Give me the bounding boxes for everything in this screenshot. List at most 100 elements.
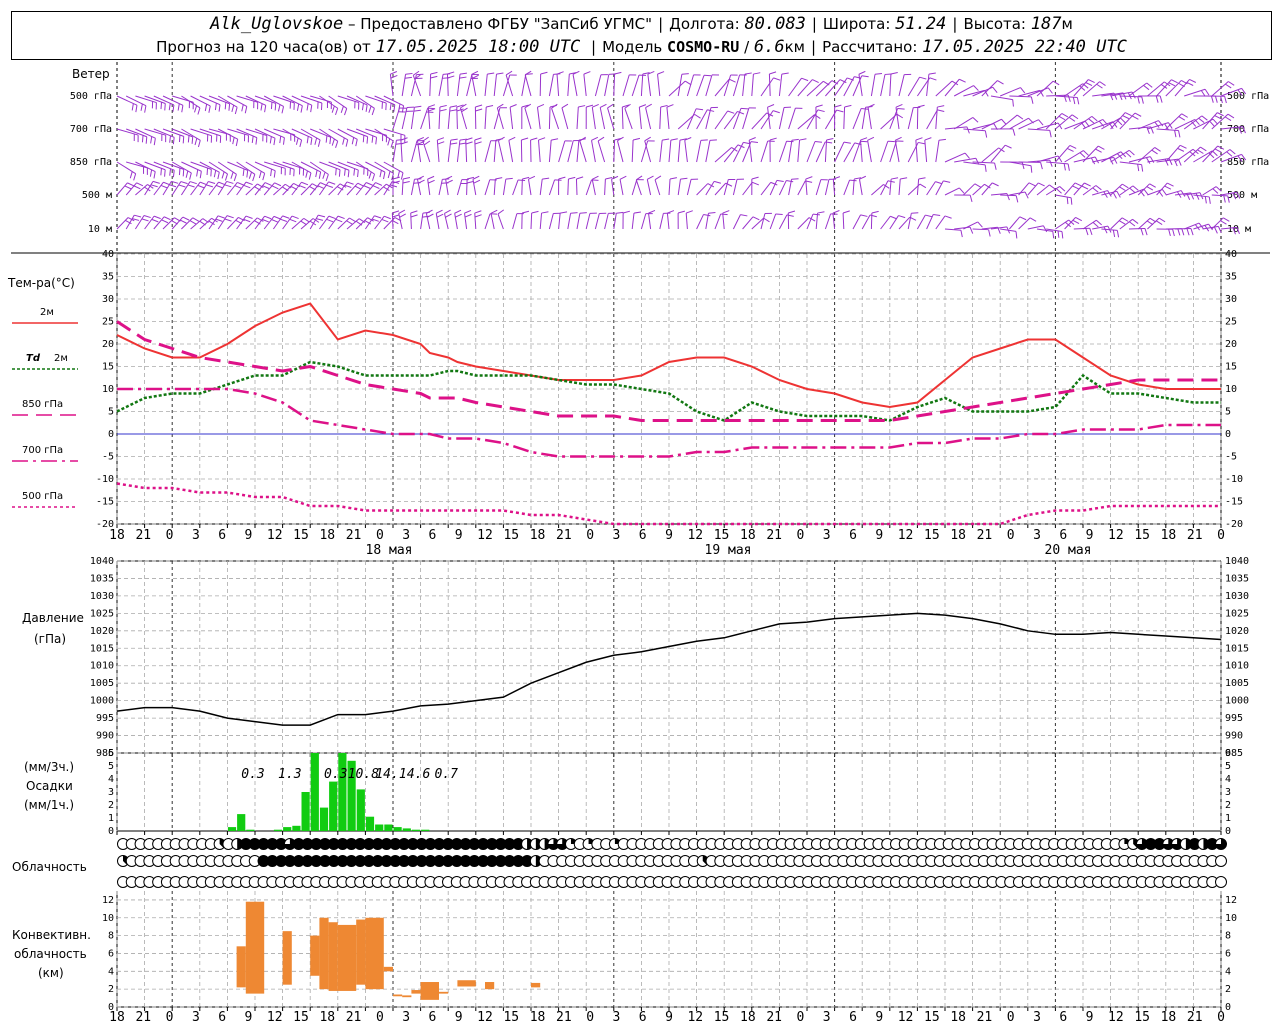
wind-barb <box>1128 227 1146 230</box>
wind-barb-feather <box>729 78 736 83</box>
wind-barb-feather <box>194 105 198 113</box>
wind-barb <box>245 95 266 106</box>
wind-barb-feather <box>331 105 335 113</box>
wind-barb <box>474 213 477 230</box>
wind-barb-feather <box>849 179 857 182</box>
pres-ytick-right: 1030 <box>1225 591 1249 602</box>
wind-barb-feather <box>393 104 396 112</box>
wind-barb <box>309 214 319 230</box>
wind-barb <box>456 106 458 130</box>
wind-barb-feather <box>497 103 504 109</box>
wind-barb-feather <box>383 186 390 191</box>
wind-barb <box>834 141 845 163</box>
model-res: 6.6 <box>753 37 785 57</box>
wind-barb <box>548 74 554 97</box>
temp-xtick-label: 9 <box>875 528 883 543</box>
wind-barb-feather <box>854 76 862 79</box>
wind-barb <box>999 114 1018 130</box>
wind-barb-feather <box>474 137 482 141</box>
wind-barb-feather <box>1085 228 1089 236</box>
wind-barb-feather <box>667 210 675 214</box>
pressure-line <box>116 612 1222 726</box>
wind-barb <box>954 157 976 163</box>
wind-barb <box>613 213 617 230</box>
wind-barb-feather <box>937 109 945 113</box>
wind-barb-feather <box>127 182 134 187</box>
wind-barb <box>576 213 581 230</box>
wind-barb-feather <box>1125 152 1132 158</box>
wind-barb <box>668 179 671 196</box>
wind-barb-feather <box>1232 192 1237 200</box>
conv-xtick-label: 12 <box>1108 1010 1124 1024</box>
pres-ytick-left: 995 <box>96 713 114 724</box>
wind-barb <box>502 74 511 97</box>
wind-barb-feather <box>1091 116 1098 122</box>
forecast-time: 17.05.2025 18:00 UTC <box>375 37 581 57</box>
wind-barb-feather <box>314 137 318 145</box>
wind-barb-feather <box>542 177 550 180</box>
precip-ytick-left: 6 <box>108 748 114 759</box>
wind-barb-feather <box>471 70 479 75</box>
wind-barb <box>551 107 560 130</box>
wind-barb <box>493 74 497 97</box>
wind-barb <box>227 161 248 171</box>
cloud-cover-full <box>477 838 489 850</box>
pres-ytick-left: 1005 <box>90 678 114 689</box>
wind-barb-feather <box>530 137 538 141</box>
wind-barb <box>422 140 431 163</box>
wind-barb-feather <box>389 103 392 111</box>
wind-barb <box>528 179 532 196</box>
wind-barb <box>374 183 387 196</box>
wind-barb-feather <box>933 213 941 217</box>
wind-barb-feather <box>1052 231 1055 239</box>
wind-barb-feather <box>141 135 144 143</box>
wind-barb-feather <box>994 162 997 170</box>
wind-barb <box>282 183 294 196</box>
wind-barb-feather <box>844 104 852 108</box>
wind-barb-feather <box>264 182 272 186</box>
wind-barb <box>1082 81 1100 97</box>
wind-barb <box>1064 182 1076 196</box>
wind-barb-feather <box>269 136 272 144</box>
wind-barb <box>558 140 566 163</box>
cloud-cover-full <box>345 855 357 867</box>
conv-xtick-label: 3 <box>823 1010 831 1024</box>
wind-level-label-right: 700 гПа <box>1227 124 1269 135</box>
wind-barb <box>272 215 283 230</box>
wind-barb-feather <box>390 184 398 188</box>
wind-barb-feather <box>335 218 343 223</box>
wind-barb <box>944 78 960 97</box>
wind-barb-feather <box>450 142 458 145</box>
cloud-cover-full <box>345 838 357 850</box>
wind-barb <box>953 117 974 130</box>
wind-barb <box>797 180 806 196</box>
conv-cloud-bar <box>402 995 412 998</box>
wind-barb-feather <box>308 172 312 180</box>
wind-barb <box>217 161 237 175</box>
wind-barb <box>116 182 128 196</box>
wind-barb-feather <box>1225 83 1232 89</box>
wind-barb <box>622 74 630 97</box>
temp-xtick-label: 18 <box>109 528 125 543</box>
conv-cloud-bar <box>245 901 265 994</box>
wind-barb-feather <box>1066 197 1069 205</box>
wind-barb-feather <box>189 172 192 180</box>
wind-barb-feather <box>1198 117 1205 123</box>
wind-barb-feather <box>384 215 391 220</box>
wind-level-label-right: 500 м <box>1227 190 1257 201</box>
precip-3h-label: 14.1 <box>375 767 406 782</box>
wind-barb-feather <box>591 136 599 141</box>
wind-barb-feather <box>1125 112 1132 117</box>
wind-barb-feather <box>399 213 406 218</box>
wind-barb-feather <box>1047 87 1053 94</box>
cloud-cover-full <box>495 855 507 867</box>
wind-barb-feather <box>709 139 717 141</box>
wind-barb <box>125 214 135 230</box>
wind-barb-feather <box>349 217 356 223</box>
wind-barb <box>502 179 507 196</box>
cloud-cover-partial <box>1162 838 1174 850</box>
wind-barb-feather <box>911 212 919 214</box>
temp-xtick-label: 0 <box>376 528 384 543</box>
wind-barb-feather <box>309 220 317 226</box>
